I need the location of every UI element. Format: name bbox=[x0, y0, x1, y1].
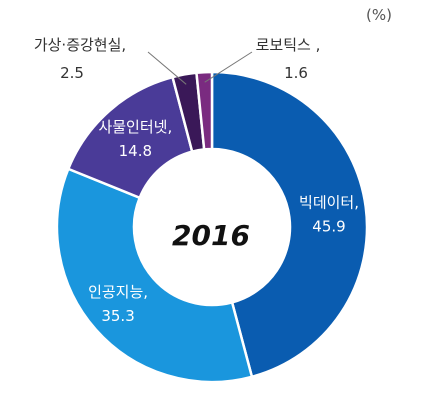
slice-value-가상-증강현실: 2.5 bbox=[60, 64, 84, 82]
slice-label-가상-증강현실: 가상·증강현실, bbox=[34, 36, 126, 54]
slice-label-로보틱스: 로보틱스 , bbox=[256, 36, 321, 54]
slice-value-인공지능: 35.3 bbox=[101, 307, 134, 325]
slice-label-인공지능: 인공지능, bbox=[88, 283, 148, 301]
slice-value-로보틱스: 1.6 bbox=[284, 64, 308, 82]
slice-인공지능 bbox=[55, 167, 254, 384]
slice-value-사물인터넷: 14.8 bbox=[119, 142, 152, 160]
slice-label-사물인터넷: 사물인터넷, bbox=[98, 118, 172, 136]
center-year-label: 2016 bbox=[172, 219, 250, 252]
leader-line-가상-증강현실 bbox=[147, 51, 187, 85]
slice-로보틱스 bbox=[195, 70, 214, 151]
leader-line-로보틱스 bbox=[204, 51, 253, 83]
slice-label-빅데이터: 빅데이터, bbox=[299, 194, 359, 212]
slice-빅데이터 bbox=[210, 70, 369, 379]
unit-label: (%) bbox=[366, 6, 392, 24]
slice-value-빅데이터: 45.9 bbox=[312, 218, 345, 236]
